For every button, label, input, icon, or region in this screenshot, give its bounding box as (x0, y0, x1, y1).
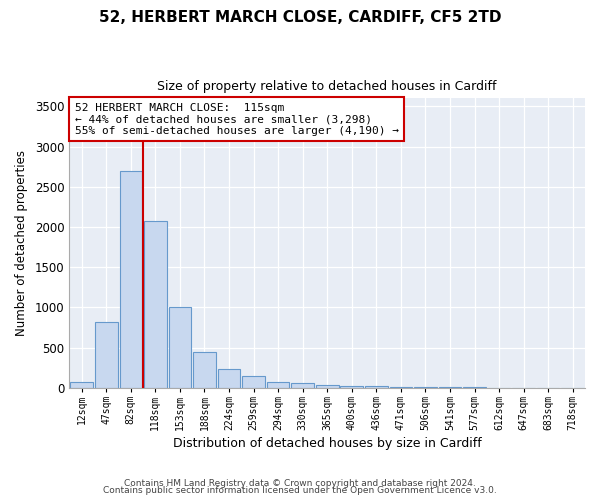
Bar (365, 386, 388, 388)
Y-axis label: Number of detached properties: Number of detached properties (15, 150, 28, 336)
Bar (414, 387, 437, 388)
Bar (316, 385, 338, 388)
Bar (340, 386, 363, 388)
Text: Contains public sector information licensed under the Open Government Licence v3: Contains public sector information licen… (103, 486, 497, 495)
Bar (193, 352, 216, 388)
Bar (242, 376, 265, 388)
Text: 52 HERBERT MARCH CLOSE:  115sqm
← 44% of detached houses are smaller (3,298)
55%: 52 HERBERT MARCH CLOSE: 115sqm ← 44% of … (74, 102, 398, 136)
Title: Size of property relative to detached houses in Cardiff: Size of property relative to detached ho… (157, 80, 497, 93)
Bar (95, 322, 118, 388)
Bar (218, 370, 241, 388)
X-axis label: Distribution of detached houses by size in Cardiff: Distribution of detached houses by size … (173, 437, 482, 450)
Bar (144, 220, 167, 388)
Bar (389, 386, 412, 388)
Bar (267, 382, 289, 388)
Bar (119, 170, 142, 388)
Bar (292, 384, 314, 388)
Bar (70, 382, 93, 388)
Text: 52, HERBERT MARCH CLOSE, CARDIFF, CF5 2TD: 52, HERBERT MARCH CLOSE, CARDIFF, CF5 2T… (99, 10, 501, 25)
Text: Contains HM Land Registry data © Crown copyright and database right 2024.: Contains HM Land Registry data © Crown c… (124, 478, 476, 488)
Bar (169, 308, 191, 388)
